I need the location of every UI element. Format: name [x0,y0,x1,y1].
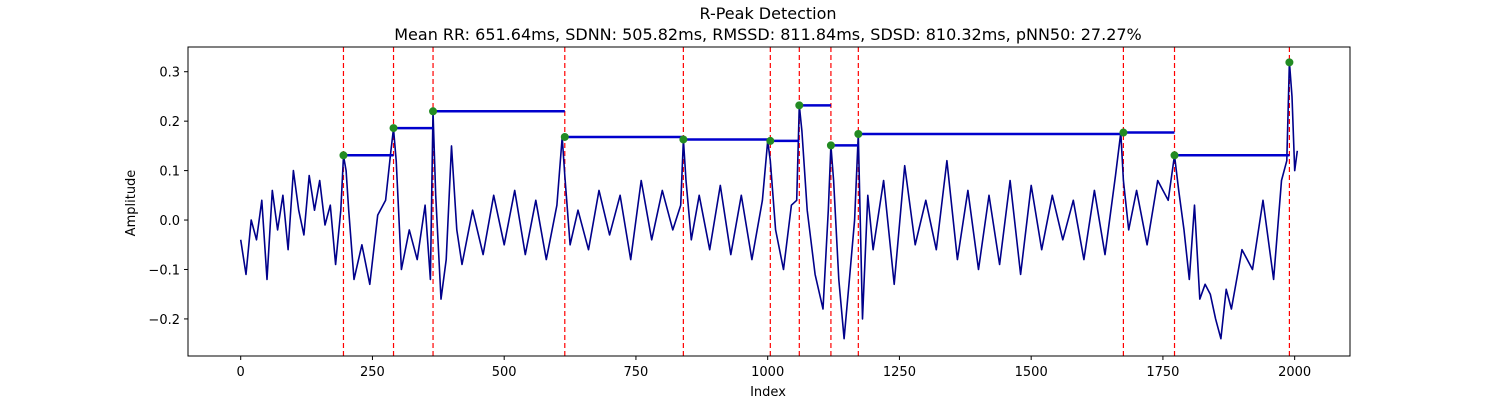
peak-marker-6 [795,101,804,110]
peak-marker-11 [1285,58,1294,67]
peak-marker-3 [560,132,569,141]
y-tick-label-3: 0.1 [159,165,180,180]
peak-marker-9 [1119,128,1128,137]
peak-marker-4 [679,135,688,144]
peak-marker-5 [766,136,775,145]
y-axis-label: Amplitude [124,170,139,237]
plot-frame [187,46,1351,357]
y-tick-label-4: 0.2 [159,115,180,130]
peak-marker-10 [1170,151,1179,160]
x-tick-label-5: 1250 [883,365,916,380]
peak-marker-8 [854,130,863,139]
x-tick-label-4: 1000 [751,365,784,380]
x-tick-label-2: 500 [492,365,517,380]
y-tick-label-0: −0.2 [148,313,180,328]
chart-title: R-Peak Detection [699,4,836,23]
x-tick-label-6: 1500 [1015,365,1048,380]
peak-marker-7 [826,141,835,150]
chart-subtitle: Mean RR: 651.64ms, SDNN: 505.82ms, RMSSD… [394,25,1142,44]
y-tick-label-5: 0.3 [159,66,180,81]
x-tick-label-3: 750 [624,365,649,380]
x-axis-ticks: 0 250 500 750 1000 1250 1500 1750 2000 [237,356,1311,380]
peak-marker-2 [429,107,438,116]
x-tick-label-7: 1750 [1146,365,1179,380]
x-tick-label-1: 250 [360,365,385,380]
peak-marker-1 [389,124,398,133]
signal-line [239,61,1299,340]
x-tick-label-8: 2000 [1278,365,1311,380]
x-axis-label: Index [750,385,786,400]
y-axis-ticks: −0.2 −0.1 0.0 0.1 0.2 0.3 [148,66,188,328]
y-tick-label-2: 0.0 [159,214,180,229]
x-tick-label-0: 0 [237,365,245,380]
y-tick-label-1: −0.1 [148,263,180,278]
peak-marker-0 [339,151,348,160]
plot-layer [239,47,1299,356]
plot-area [239,47,1299,356]
